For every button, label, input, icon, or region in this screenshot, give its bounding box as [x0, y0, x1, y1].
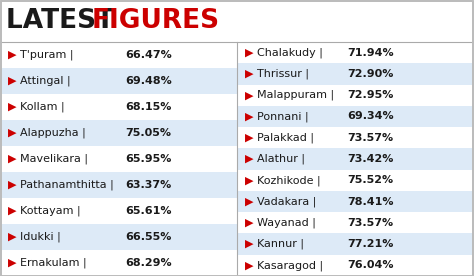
Text: ▶: ▶ — [245, 260, 254, 270]
Text: Alappuzha |: Alappuzha | — [20, 128, 86, 138]
Text: ▶: ▶ — [245, 218, 254, 228]
Text: ▶: ▶ — [8, 258, 17, 268]
Text: 69.48%: 69.48% — [125, 76, 172, 86]
Text: 66.47%: 66.47% — [125, 50, 172, 60]
Text: Kannur |: Kannur | — [257, 239, 304, 249]
Text: ▶: ▶ — [8, 154, 17, 164]
Text: ▶: ▶ — [8, 102, 17, 112]
Text: Pathanamthitta |: Pathanamthitta | — [20, 180, 114, 190]
Text: Kasaragod |: Kasaragod | — [257, 260, 323, 270]
Text: Wayanad |: Wayanad | — [257, 217, 316, 228]
Text: ▶: ▶ — [245, 197, 254, 206]
Text: ▶: ▶ — [245, 90, 254, 100]
Bar — [0, 0, 474, 42]
Bar — [237, 233, 474, 255]
Text: 68.29%: 68.29% — [125, 258, 172, 268]
Text: ▶: ▶ — [245, 133, 254, 143]
Text: 65.61%: 65.61% — [125, 206, 172, 216]
Text: 72.90%: 72.90% — [347, 69, 393, 79]
Text: ▶: ▶ — [8, 76, 17, 86]
Text: 63.37%: 63.37% — [125, 180, 171, 190]
Text: 75.52%: 75.52% — [347, 175, 393, 185]
Text: 69.34%: 69.34% — [347, 112, 393, 121]
Text: Alathur |: Alathur | — [257, 154, 305, 164]
Bar — [0, 198, 237, 224]
Text: Malappuram |: Malappuram | — [257, 90, 334, 100]
Text: Mavelikara |: Mavelikara | — [20, 154, 88, 164]
Text: ▶: ▶ — [245, 175, 254, 185]
Text: ▶: ▶ — [245, 154, 254, 164]
Text: ▶: ▶ — [8, 206, 17, 216]
Text: 73.57%: 73.57% — [347, 218, 393, 228]
Bar — [237, 148, 474, 170]
Bar — [0, 68, 237, 94]
Text: Attingal |: Attingal | — [20, 76, 71, 86]
Text: 66.55%: 66.55% — [125, 232, 172, 242]
Text: ▶: ▶ — [8, 232, 17, 242]
Text: Thrissur |: Thrissur | — [257, 69, 309, 79]
Text: LATEST: LATEST — [6, 8, 123, 34]
Text: Chalakudy |: Chalakudy | — [257, 47, 323, 58]
Bar — [237, 191, 474, 212]
Bar — [237, 84, 474, 106]
Text: Ponnani |: Ponnani | — [257, 111, 309, 122]
Bar — [0, 172, 237, 198]
Bar — [237, 42, 474, 63]
Bar — [0, 42, 237, 68]
Text: Kollam |: Kollam | — [20, 102, 64, 112]
Text: Palakkad |: Palakkad | — [257, 132, 314, 143]
Text: ▶: ▶ — [8, 50, 17, 60]
Bar — [237, 170, 474, 191]
Bar — [237, 212, 474, 233]
Text: ▶: ▶ — [245, 69, 254, 79]
Bar — [237, 255, 474, 276]
Text: 75.05%: 75.05% — [125, 128, 171, 138]
Text: Vadakara |: Vadakara | — [257, 196, 316, 207]
Text: Kozhikode |: Kozhikode | — [257, 175, 320, 185]
Bar — [0, 250, 237, 276]
Bar — [237, 63, 474, 84]
Text: 68.15%: 68.15% — [125, 102, 172, 112]
Text: Ernakulam |: Ernakulam | — [20, 258, 87, 268]
Text: 73.57%: 73.57% — [347, 133, 393, 143]
Text: ▶: ▶ — [8, 128, 17, 138]
Text: ▶: ▶ — [245, 48, 254, 58]
Text: Kottayam |: Kottayam | — [20, 206, 81, 216]
Text: FIGURES: FIGURES — [92, 8, 220, 34]
Text: 78.41%: 78.41% — [347, 197, 393, 206]
Text: T'puram |: T'puram | — [20, 50, 73, 60]
Text: ▶: ▶ — [245, 112, 254, 121]
Bar — [0, 224, 237, 250]
Bar — [237, 127, 474, 148]
Text: Idukki |: Idukki | — [20, 232, 61, 242]
Text: 72.95%: 72.95% — [347, 90, 393, 100]
Text: 73.42%: 73.42% — [347, 154, 393, 164]
Text: 76.04%: 76.04% — [347, 260, 393, 270]
Text: 65.95%: 65.95% — [125, 154, 172, 164]
Text: ▶: ▶ — [245, 239, 254, 249]
Bar — [0, 94, 237, 120]
Text: 77.21%: 77.21% — [347, 239, 393, 249]
Text: 71.94%: 71.94% — [347, 48, 393, 58]
Text: ▶: ▶ — [8, 180, 17, 190]
Bar — [0, 120, 237, 146]
Bar — [0, 146, 237, 172]
Bar — [237, 106, 474, 127]
